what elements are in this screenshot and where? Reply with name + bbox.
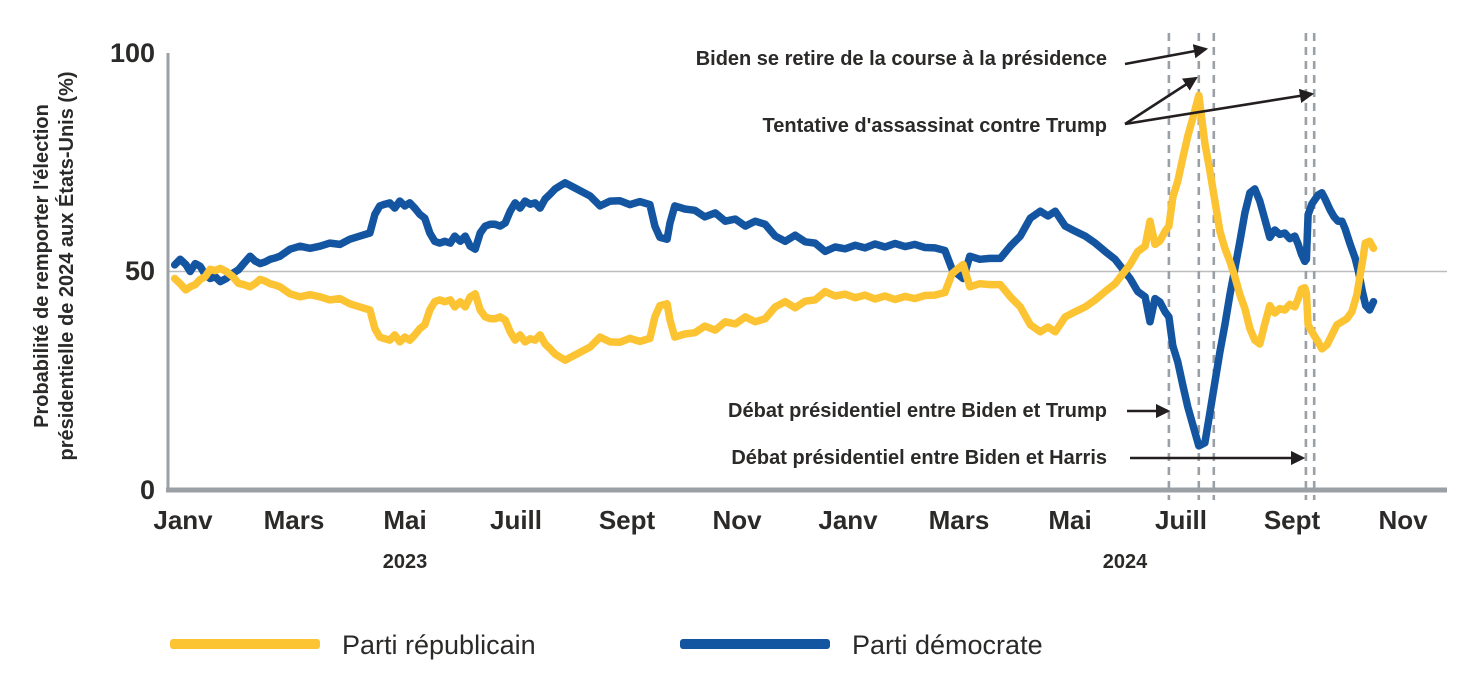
x-tick-janv-2023: Janv [153, 505, 213, 535]
year-label-2024: 2024 [1102, 551, 1148, 573]
legend-swatch-democrate [680, 639, 830, 649]
y-tick-100: 100 [109, 38, 155, 68]
x-tick-mars-2023: Mars [263, 505, 325, 535]
x-tick-juill-2023: Juill [489, 505, 543, 535]
annotation-trump-assassination: Tentative d'assassinat contre Trump [762, 115, 1108, 137]
x-tick-mai-2024: Mai [1048, 505, 1092, 535]
x-tick-janv-2024: Janv [818, 505, 878, 535]
x-tick-nov-2024: Nov [1378, 505, 1428, 535]
y-tick-0: 0 [139, 475, 155, 505]
x-tick-sept-2023: Sept [598, 505, 656, 535]
x-tick-juill-2024: Juill [1154, 505, 1208, 535]
legend-label-democrate: Parti démocrate [852, 630, 1043, 660]
x-tick-sept-2024: Sept [1263, 505, 1321, 535]
x-tick-nov-2023: Nov [712, 505, 762, 535]
year-label-2023: 2023 [382, 551, 428, 573]
x-tick-mars-2024: Mars [928, 505, 990, 535]
legend-swatch-republicain [170, 639, 320, 649]
annotation-biden-withdraws: Biden se retire de la course à la présid… [695, 48, 1107, 70]
annotation-debate-biden-trump: Débat présidentiel entre Biden et Trump [728, 400, 1107, 422]
y-tick-50: 50 [124, 256, 155, 286]
annotation-debate-biden-harris: Débat présidentiel entre Biden et Harris [731, 447, 1107, 469]
x-tick-mai-2023: Mai [383, 505, 427, 535]
legend-label-republicain: Parti républicain [342, 630, 536, 660]
